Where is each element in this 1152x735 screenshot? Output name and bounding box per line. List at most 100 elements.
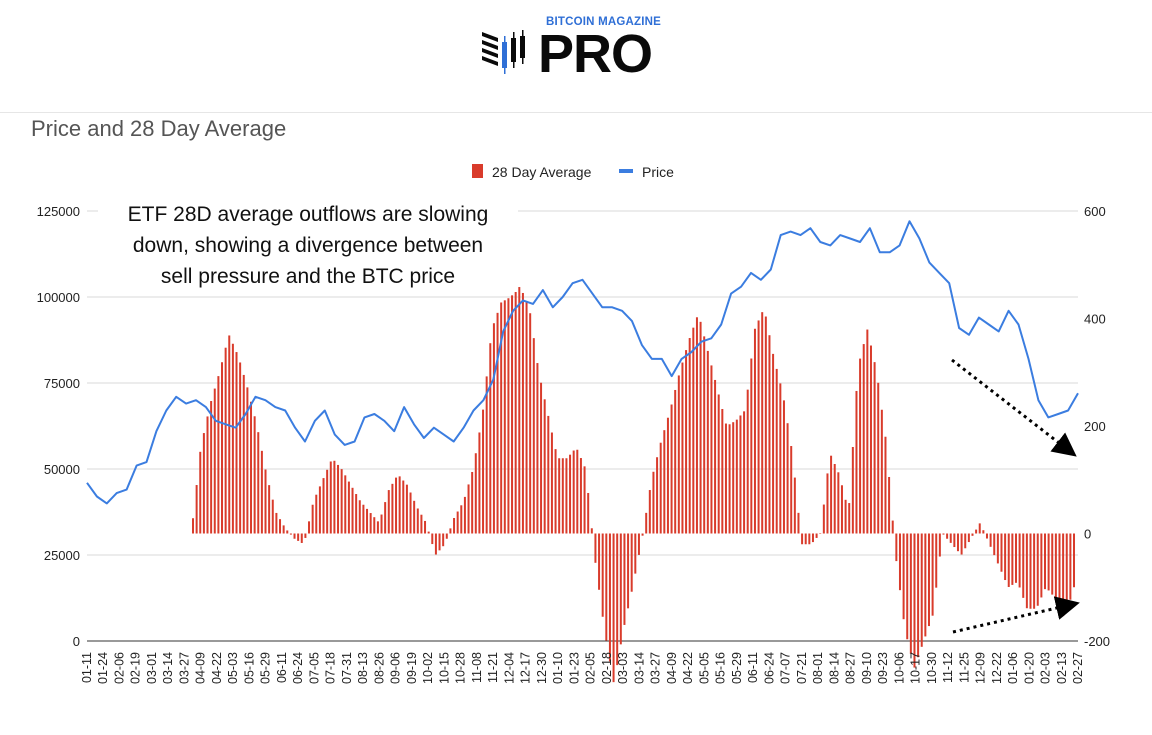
average-bar: [692, 327, 695, 534]
average-bar: [877, 382, 880, 534]
average-bar: [826, 473, 829, 534]
x-axis-tick-label: 01-11: [80, 652, 94, 683]
average-bar: [605, 533, 608, 641]
average-bar: [935, 533, 938, 588]
x-axis-tick-label: 10-15: [437, 652, 451, 684]
average-bar: [927, 533, 930, 627]
average-bar: [289, 533, 292, 535]
average-bar: [427, 531, 430, 534]
average-bar: [1040, 533, 1043, 598]
x-axis-tick-label: 05-29: [730, 652, 744, 684]
average-bar: [496, 312, 499, 534]
average-bar: [978, 523, 981, 534]
average-bar: [862, 344, 865, 534]
average-bar: [463, 496, 466, 534]
x-axis-tick-label: 01-23: [567, 652, 581, 684]
average-bar: [949, 533, 952, 543]
average-bar: [623, 533, 626, 625]
average-bar: [848, 503, 851, 534]
x-axis-tick-label: 06-11: [275, 652, 289, 683]
x-axis-tick-label: 01-24: [96, 652, 110, 684]
x-axis-tick-label: 02-27: [1071, 652, 1085, 684]
average-bar: [449, 528, 452, 534]
average-bar: [478, 432, 481, 534]
average-bar: [315, 494, 318, 534]
average-bar: [195, 485, 198, 534]
x-axis-tick-label: 10-17: [909, 652, 923, 684]
average-bar: [362, 504, 365, 534]
average-bar: [413, 500, 416, 534]
average-bar: [1043, 533, 1046, 590]
average-bar: [619, 533, 622, 645]
average-bar: [714, 379, 717, 534]
average-bar: [192, 518, 195, 534]
x-axis-tick-label: 11-25: [957, 652, 971, 683]
average-bar: [608, 533, 611, 662]
average-bar: [924, 533, 927, 637]
x-axis-tick-label: 12-22: [990, 652, 1004, 684]
average-bar: [344, 475, 347, 534]
left-axis-tick-label: 125000: [37, 204, 80, 219]
average-bar: [442, 533, 445, 547]
average-bar: [340, 469, 343, 534]
average-bar: [300, 533, 303, 543]
average-bar: [260, 450, 263, 534]
average-bar: [318, 486, 321, 534]
x-axis-tick-label: 11-21: [486, 652, 500, 683]
average-bar: [424, 520, 427, 534]
average-bar: [811, 533, 814, 543]
brand-logo[interactable]: BITCOIN MAGAZINE PRO: [480, 14, 680, 84]
average-bar: [931, 533, 934, 616]
average-bar: [572, 450, 575, 534]
average-bar: [750, 358, 753, 534]
average-bar: [768, 335, 771, 534]
average-bar: [434, 533, 437, 555]
average-bar: [286, 530, 289, 534]
average-bar: [601, 533, 604, 617]
average-bar: [239, 362, 242, 534]
x-axis-tick-label: 08-26: [372, 652, 386, 684]
average-bar: [793, 477, 796, 534]
average-bar: [532, 338, 535, 534]
brand-name-pro: PRO: [538, 24, 653, 84]
x-axis-tick-label: 11-08: [470, 652, 484, 683]
average-bar: [833, 463, 836, 534]
x-axis-tick-label: 10-06: [892, 652, 906, 684]
average-bar: [808, 533, 811, 545]
average-bar: [779, 383, 782, 534]
average-bar: [612, 533, 615, 683]
average-bar: [917, 533, 920, 658]
average-bar: [724, 423, 727, 534]
average-bar: [503, 300, 506, 534]
average-bar: [235, 352, 238, 534]
average-bar: [985, 533, 988, 539]
average-bar: [804, 533, 807, 545]
average-bar: [337, 464, 340, 534]
x-axis-tick-label: 03-27: [177, 652, 191, 684]
average-bar: [467, 484, 470, 534]
average-bar: [1062, 533, 1065, 617]
average-bar: [815, 533, 818, 538]
legend-label-average: 28 Day Average: [492, 164, 592, 180]
x-axis-tick-label: 07-31: [340, 652, 354, 684]
average-bar: [536, 363, 539, 534]
average-bar: [797, 512, 800, 534]
average-bar: [1029, 533, 1032, 609]
average-bar: [996, 533, 999, 564]
brand-name-small: BITCOIN MAGAZINE: [546, 16, 661, 28]
average-bar: [627, 533, 630, 609]
average-bar: [891, 520, 894, 534]
average-bar: [982, 530, 985, 534]
average-bar: [786, 423, 789, 534]
average-bar: [420, 514, 423, 534]
average-bar: [453, 517, 456, 534]
average-bar: [246, 387, 249, 534]
average-bar: [1018, 533, 1021, 588]
average-bar: [909, 533, 912, 654]
average-bar: [1025, 533, 1028, 609]
average-bar: [975, 529, 978, 534]
average-bar: [1051, 533, 1054, 595]
right-axis-tick-label: 600: [1084, 204, 1106, 219]
x-axis-tick-label: 03-01: [145, 652, 159, 684]
average-bar: [873, 362, 876, 534]
